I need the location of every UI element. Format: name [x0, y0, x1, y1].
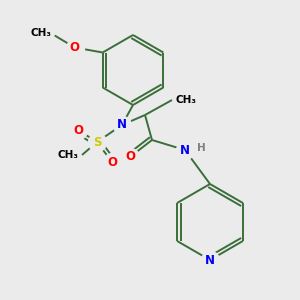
Text: O: O — [70, 41, 80, 54]
Text: N: N — [205, 254, 215, 266]
Text: S: S — [93, 136, 101, 148]
Text: CH₃: CH₃ — [31, 28, 52, 38]
Text: O: O — [73, 124, 83, 136]
Text: CH₃: CH₃ — [176, 95, 197, 105]
Text: N: N — [117, 118, 127, 131]
Text: N: N — [180, 143, 190, 157]
Text: H: H — [197, 143, 206, 153]
Text: CH₃: CH₃ — [57, 150, 78, 160]
Text: O: O — [125, 151, 135, 164]
Text: O: O — [107, 155, 117, 169]
